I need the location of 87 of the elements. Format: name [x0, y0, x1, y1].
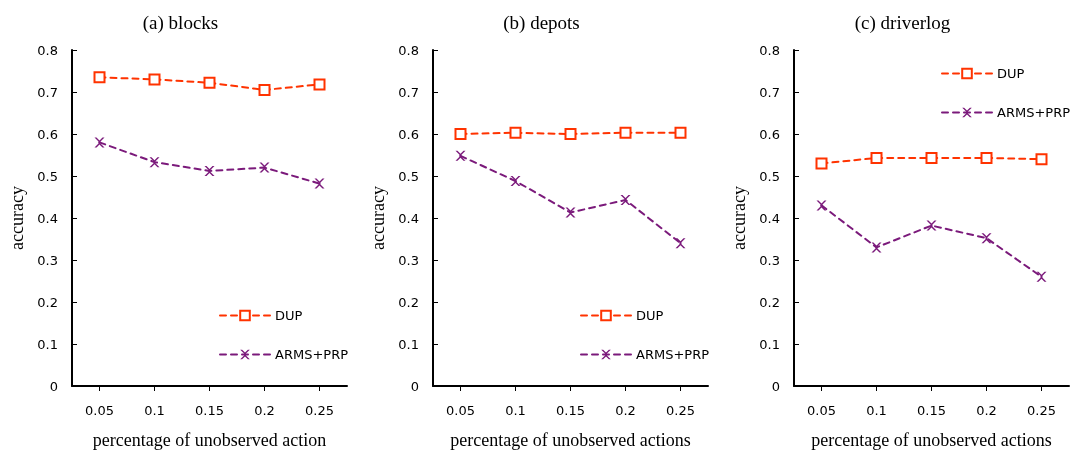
y-tick-label: 0.1: [759, 336, 780, 352]
legend-label: ARMS+PRP: [275, 347, 349, 362]
point: [926, 220, 937, 231]
y-tick-label: 0.1: [37, 336, 58, 352]
legend-label: ARMS+PRP: [997, 105, 1071, 120]
y-tick-label: 0.5: [759, 168, 780, 184]
y-tick-label: 0.8: [759, 42, 780, 58]
point: [620, 194, 631, 205]
point: [981, 233, 992, 244]
x-tick-label: 0.15: [556, 403, 585, 418]
point: [148, 73, 161, 86]
y-tick-label: 0.8: [37, 42, 58, 58]
point: [1036, 271, 1047, 282]
point: [815, 157, 828, 170]
x-tick-label: 0.1: [144, 403, 165, 418]
y-tick-label: 0.4: [37, 210, 58, 226]
point: [619, 126, 632, 139]
point: [510, 176, 521, 187]
y-tick-label: 0.2: [398, 294, 419, 310]
y-tick-label: 0.5: [37, 168, 58, 184]
legend-label: DUP: [636, 308, 664, 323]
point: [258, 83, 271, 96]
x-tick-label: 0.2: [976, 403, 997, 418]
point: [565, 207, 576, 218]
y-tick-label: 0.7: [759, 84, 780, 100]
y-tick-label: 0: [771, 378, 780, 394]
chart-title: (a) blocks: [142, 12, 219, 34]
y-tick-label: 0.8: [398, 42, 419, 58]
y-tick-label: 0.4: [398, 210, 419, 226]
chart-title: (b) depots: [503, 12, 580, 34]
x-axis-title: percentage of unobserved actions: [450, 430, 691, 450]
point: [674, 126, 687, 139]
y-axis-title: accuracy: [729, 186, 749, 250]
x-tick-label: 0.25: [305, 403, 334, 418]
point: [455, 150, 466, 161]
y-tick-label: 0.3: [398, 252, 419, 268]
point: [314, 178, 325, 189]
point: [149, 157, 160, 168]
y-tick-label: 0.1: [398, 336, 419, 352]
x-tick-label: 0.05: [85, 403, 114, 418]
point: [925, 151, 938, 164]
y-tick-label: 0.4: [759, 210, 780, 226]
x-axis-title: percentage of unobserved action: [92, 430, 327, 450]
point: [259, 162, 270, 173]
chart-title: (c) driverlog: [854, 12, 951, 34]
y-tick-label: 0.3: [759, 252, 780, 268]
point: [93, 71, 106, 84]
x-tick-label: 0.05: [807, 403, 836, 418]
x-tick-label: 0.05: [446, 403, 475, 418]
x-tick-label: 0.2: [254, 403, 275, 418]
x-tick-label: 0.15: [917, 403, 946, 418]
legend-label: DUP: [997, 66, 1025, 81]
y-tick-label: 0.6: [398, 126, 419, 142]
y-tick-label: 0.7: [37, 84, 58, 100]
point: [204, 165, 215, 176]
point: [454, 128, 467, 140]
y-tick-label: 0: [49, 378, 58, 394]
point: [509, 126, 522, 139]
point: [871, 242, 882, 253]
point: [870, 151, 883, 164]
point: [816, 200, 827, 211]
y-tick-label: 0: [410, 378, 419, 394]
y-tick-label: 0.5: [398, 168, 419, 184]
y-tick-label: 0.7: [398, 84, 419, 100]
y-tick-label: 0.2: [759, 294, 780, 310]
point: [313, 78, 326, 91]
x-tick-label: 0.1: [505, 403, 526, 418]
legend-label: DUP: [275, 308, 303, 323]
point: [675, 238, 686, 249]
y-axis-title: accuracy: [368, 186, 388, 250]
point: [94, 137, 105, 148]
point: [564, 128, 577, 140]
y-tick-label: 0.2: [37, 294, 58, 310]
y-tick-label: 0.6: [759, 126, 780, 142]
x-axis-title: percentage of unobserved actions: [811, 430, 1052, 450]
legend-label: ARMS+PRP: [636, 347, 710, 362]
y-axis-title: accuracy: [7, 186, 27, 250]
x-tick-label: 0.1: [866, 403, 887, 418]
point: [1035, 153, 1048, 166]
y-tick-label: 0.6: [37, 126, 58, 142]
x-tick-label: 0.15: [195, 403, 224, 418]
x-tick-label: 0.2: [615, 403, 636, 418]
x-tick-label: 0.25: [1027, 403, 1056, 418]
point: [203, 76, 216, 89]
point: [980, 151, 993, 164]
y-tick-label: 0.3: [37, 252, 58, 268]
x-tick-label: 0.25: [666, 403, 695, 418]
